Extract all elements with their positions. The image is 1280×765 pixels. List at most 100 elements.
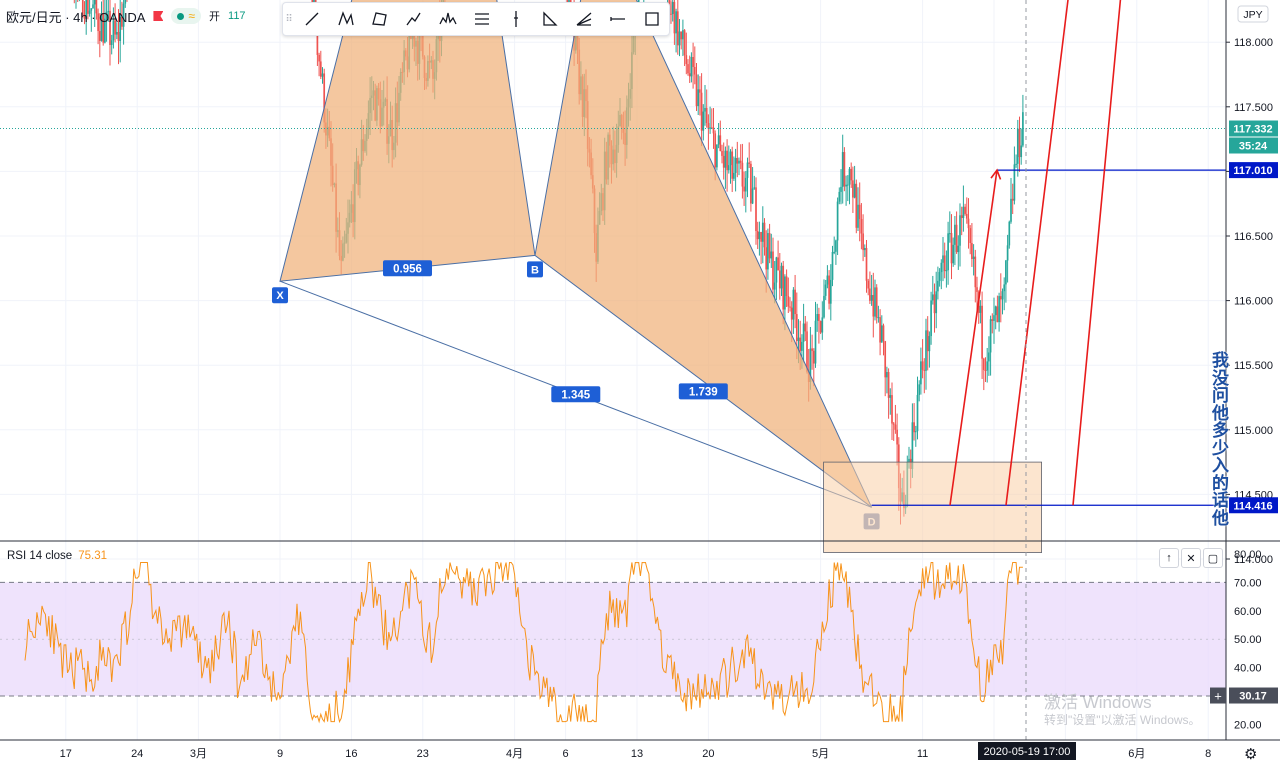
vertical-line-icon[interactable] <box>499 4 533 34</box>
badge-countdown: 35:24 <box>1239 141 1268 153</box>
ratio-label-3[interactable]: 1.345 <box>551 386 601 403</box>
candle-body <box>914 431 917 433</box>
ratio-label-2[interactable]: 1.739 <box>678 383 728 400</box>
pivot-label-bg <box>527 261 543 278</box>
xabcd-pattern-icon[interactable] <box>329 4 363 34</box>
symbol-header[interactable]: 欧元/日元 · 4h · OANDA ≈ 开 117 <box>6 6 246 26</box>
pattern-triangle-bcd <box>534 0 873 508</box>
candle-body <box>875 287 878 318</box>
fib-retracement-icon[interactable] <box>465 4 499 34</box>
target-levels[interactable] <box>0 0 1226 740</box>
settings-gear-icon[interactable]: ⚙ <box>1244 746 1258 763</box>
pivot-label-text: B <box>531 264 539 276</box>
rsi-tick-label: 80.00 <box>1234 549 1262 561</box>
time-tick-label: 4月 <box>506 748 523 760</box>
time-tick-label: 23 <box>417 748 429 760</box>
candle-body <box>928 336 931 352</box>
candle-body <box>982 358 985 370</box>
candle-body <box>765 247 768 270</box>
move-pane-up-icon[interactable]: ↑ <box>1159 548 1179 568</box>
triangle-pattern-icon-path <box>543 11 558 26</box>
candle-body <box>87 0 89 14</box>
candle-body <box>770 251 773 259</box>
elliott-wave-icon[interactable] <box>397 4 431 34</box>
open-value: 117 <box>228 10 246 22</box>
triangle-pattern-icon[interactable] <box>533 4 567 34</box>
ratio-label-1[interactable]: 0.956 <box>383 260 432 277</box>
candle-body <box>734 157 737 173</box>
vertical-annotation[interactable]: 我没问他多少入的话他 <box>1212 351 1229 528</box>
candle-body <box>758 231 761 240</box>
candle-body <box>789 306 791 308</box>
candle-body <box>981 305 983 359</box>
horizontal-ray-icon[interactable] <box>601 4 635 34</box>
maximize-pane-icon[interactable]: ▢ <box>1203 548 1223 568</box>
elliott-wave-icon-path <box>406 12 421 26</box>
crosshair-time-bg <box>978 742 1076 760</box>
candle-body <box>865 248 868 281</box>
symbol-title[interactable]: 欧元/日元 · 4h · OANDA <box>6 9 146 25</box>
rectangle-icon-path <box>645 12 659 26</box>
drag-handle-icon[interactable]: ⠿ <box>285 13 293 25</box>
close-pane-icon[interactable]: ✕ <box>1181 548 1201 568</box>
fib-retracement-icon-path <box>475 13 489 25</box>
candle-body <box>933 294 936 314</box>
candle-body <box>947 233 949 271</box>
candle-body <box>829 279 832 304</box>
candle-body <box>959 215 961 246</box>
elliott-wave-icon-glyph <box>406 12 421 26</box>
candle-body <box>717 135 720 145</box>
candle-body <box>767 233 769 270</box>
rectangle-icon[interactable] <box>635 4 669 34</box>
candle-body <box>90 8 93 11</box>
candle-body <box>699 89 701 93</box>
candle-body <box>937 280 939 292</box>
candle-body <box>768 233 771 259</box>
candle-body <box>991 319 994 321</box>
abcd-pattern-icon[interactable] <box>363 4 397 34</box>
candle-body <box>688 73 691 77</box>
candle-body <box>756 230 759 240</box>
candle-body <box>879 317 881 343</box>
market-status-pill[interactable]: ≈ <box>171 8 202 24</box>
candle-body <box>1016 128 1019 164</box>
candle-body <box>671 1 674 15</box>
pivot-label-b[interactable]: B <box>527 261 543 278</box>
candle-body <box>751 188 754 204</box>
candle-body <box>826 275 829 285</box>
horizontal-ray-icon-glyph <box>610 17 625 21</box>
rsi-tick-label: 40.00 <box>1234 663 1262 675</box>
candle-body <box>680 31 683 40</box>
rsi-add-button-bg <box>1210 687 1226 704</box>
pivot-label-x[interactable]: X <box>272 287 288 304</box>
head-shoulders-icon[interactable] <box>431 4 465 34</box>
candle-body <box>114 20 116 35</box>
candle-body <box>670 13 672 15</box>
candle-body <box>877 317 880 319</box>
candle-body <box>714 133 717 168</box>
candle-body <box>911 422 914 469</box>
target-arrow <box>1005 0 1069 506</box>
flag-icon[interactable] <box>153 11 164 21</box>
candle-body <box>319 61 322 77</box>
candle-body <box>989 319 992 353</box>
target-arrow <box>1072 0 1122 506</box>
candle-body <box>996 306 999 323</box>
candle-body <box>1022 112 1024 146</box>
fib-fan-icon[interactable] <box>567 4 601 34</box>
candle-body <box>727 165 730 171</box>
candle-body <box>952 244 955 264</box>
candle-body <box>124 0 127 4</box>
drawing-toolbar[interactable]: ⠿ <box>282 2 670 36</box>
candle-body <box>870 295 873 301</box>
candle-body <box>880 325 883 343</box>
candle-body <box>862 233 864 251</box>
candle-body <box>321 73 324 77</box>
xabcd-pattern-icon-path <box>338 11 354 26</box>
candle-body <box>697 89 700 107</box>
rsi-legend[interactable]: RSI 14 close 75.31 <box>7 550 107 562</box>
candle-body <box>886 372 888 378</box>
trend-line-icon[interactable] <box>295 4 329 34</box>
